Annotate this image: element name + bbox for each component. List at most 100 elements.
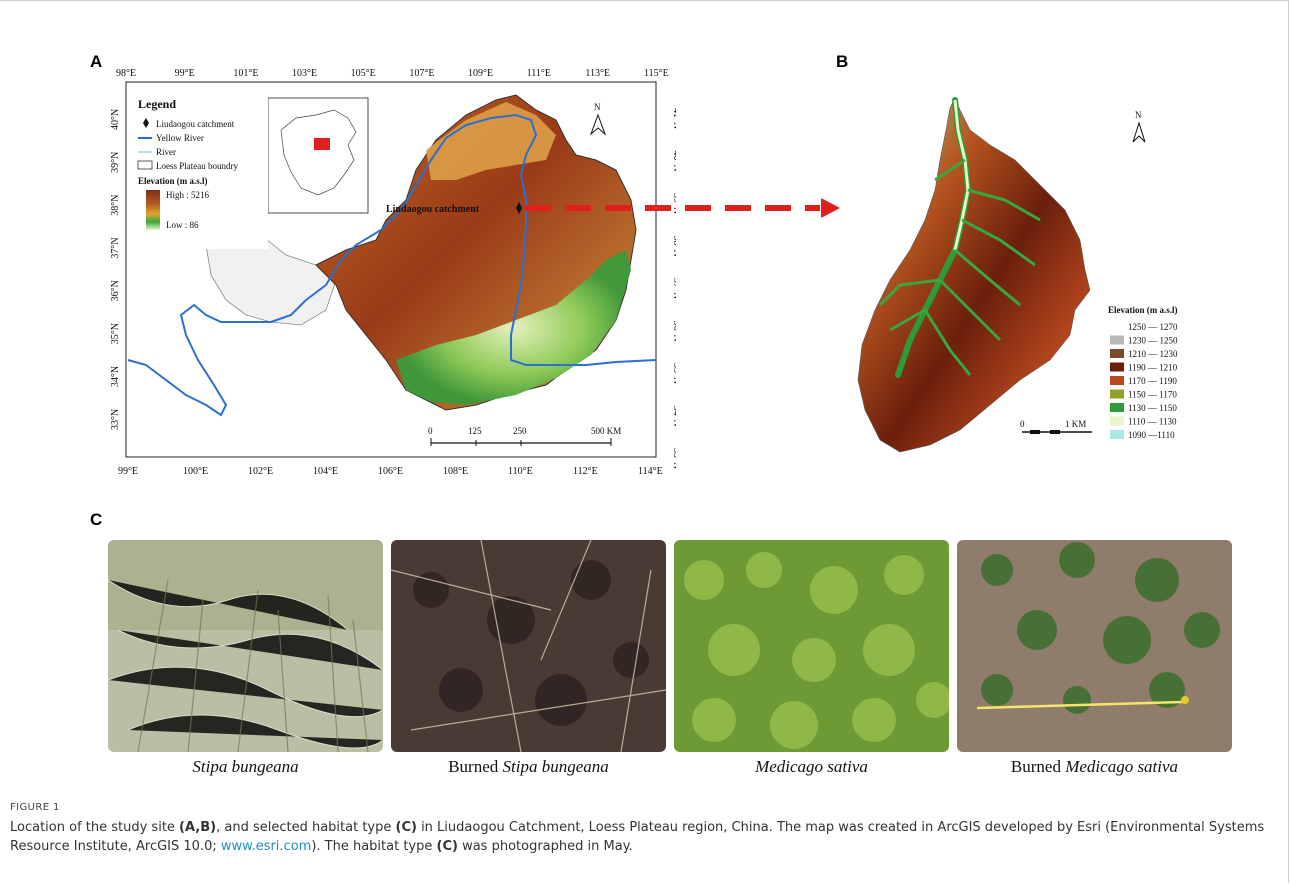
north-arrow-a	[589, 113, 607, 136]
legend-b-label: 1210 — 1230	[1128, 349, 1178, 359]
legend-b-label: 1230 — 1250	[1128, 336, 1178, 346]
bottom-lon-label: 108°E	[443, 466, 468, 477]
elevation-legend-b: 1250 — 1270 1230 — 1250 1210 — 1230 1190 — …	[1110, 322, 1178, 440]
legend-b-title: Elevation (m a.s.l)	[1108, 305, 1178, 315]
left-lat-label: 37°N	[110, 237, 121, 258]
elev-ramp	[146, 190, 160, 230]
yellow-river	[127, 113, 657, 417]
bottom-lon-label: 114°E	[638, 466, 663, 477]
bottom-lon-label: 99°E	[118, 466, 138, 477]
north-label-a: N	[594, 102, 601, 112]
figure-label: FIGURE 1	[10, 802, 60, 813]
legend-item-yellow-river: Yellow River	[156, 133, 204, 143]
svg-text:250: 250	[513, 426, 527, 436]
right-lat-label: 35°N	[671, 363, 676, 384]
legend-high: High : 5216	[166, 190, 210, 200]
right-lat-label: 34°N	[671, 406, 676, 427]
svg-text:500 KM: 500 KM	[591, 426, 621, 436]
left-lat-label: 35°N	[110, 323, 121, 344]
catchment-body	[857, 97, 1091, 453]
legend-b-swatch	[1110, 430, 1124, 439]
legend-b-swatch	[1110, 335, 1124, 345]
bottom-lon-label: 104°E	[313, 466, 338, 477]
right-lat-label: 37°N	[671, 278, 676, 299]
legend-b-label: 1190 — 1210	[1128, 363, 1178, 373]
bottom-lon-label: 112°E	[573, 466, 598, 477]
bottom-lon-label: 100°E	[183, 466, 208, 477]
legend-b-swatch	[1110, 349, 1124, 358]
catchment-elevation-map: N Elevation (m a.s.l) 1250 — 1270 1230 — …	[857, 97, 1178, 453]
loess-plateau-map: Legend Liudaogou catchment Yellow River …	[110, 68, 676, 477]
legend-low: Low : 86	[166, 220, 199, 230]
esri-link[interactable]: www.esri.com	[220, 839, 312, 854]
left-lat-label: 33°N	[110, 409, 121, 430]
right-lat-label: 33°N	[671, 448, 676, 469]
catchment-marker	[516, 202, 522, 214]
left-lat-label: 39°N	[110, 152, 121, 173]
legend-item-boundary: Loess Plateau boundry	[156, 161, 238, 171]
catchment-label: Liudaogou catchment	[386, 204, 480, 215]
top-lon-label: 109°E	[468, 68, 493, 79]
tributaries	[878, 158, 1041, 376]
legend-item-river: River	[156, 147, 176, 157]
legend-b-label: 1250 — 1270	[1128, 322, 1178, 332]
svg-text:0: 0	[428, 426, 433, 436]
legend-b-label: 1150 — 1170	[1128, 390, 1177, 400]
legend-b-label: 1130 — 1150	[1128, 403, 1177, 413]
habitat-photo-row	[108, 540, 1232, 755]
top-lon-label: 103°E	[292, 68, 317, 79]
svg-text:1 KM: 1 KM	[1065, 419, 1086, 429]
caption-burned-medicago-sativa: Burned Medicago sativa	[1010, 757, 1179, 776]
caption-medicago-sativa: Medicago sativa	[755, 757, 868, 776]
photo-stipa-bungeana	[108, 540, 383, 752]
legend-item-catchment: Liudaogou catchment	[156, 119, 235, 129]
catchment-zoom-arrow	[525, 198, 840, 218]
inset-highlight	[314, 138, 330, 150]
legend-b-swatch	[1110, 322, 1124, 331]
ordos-uplands	[426, 102, 556, 180]
right-lat-label: 41°N	[671, 108, 676, 129]
scale-bar-b: 0 1 KM	[1020, 419, 1092, 434]
top-lon-label: 98°E	[116, 68, 136, 79]
left-lat-label: 34°N	[110, 366, 121, 387]
right-lat-label: 38°N	[671, 236, 676, 257]
svg-text:0: 0	[1020, 419, 1025, 429]
panel-label-c: C	[90, 510, 103, 529]
photo-burned-stipa-bungeana	[391, 540, 666, 752]
scale-bar-a: 0 125 250 500 KM	[428, 426, 621, 446]
legend-b-label: 1170 — 1190	[1128, 376, 1177, 386]
left-lat-label: 40°N	[110, 109, 121, 130]
legend-b-swatch	[1110, 416, 1124, 426]
legend-b-swatch	[1110, 389, 1124, 399]
top-lon-label: 113°E	[585, 68, 610, 79]
svg-text:125: 125	[468, 426, 482, 436]
map-a-graticule: 98°E 99°E 101°E 103°E 105°E 107°E 109°E 111°E 11…	[110, 68, 676, 477]
top-lon-label: 107°E	[409, 68, 434, 79]
top-lon-label: 115°E	[644, 68, 669, 79]
legend-elev-title: Elevation (m a.s.l)	[138, 176, 208, 186]
right-lat-label: 40°N	[671, 151, 676, 172]
left-lat-label: 36°N	[110, 280, 121, 301]
legend-title: Legend	[138, 97, 176, 111]
figure-caption: Location of the study site (A,B), and se…	[10, 820, 1265, 854]
bottom-lon-label: 106°E	[378, 466, 403, 477]
north-label-b: N	[1135, 110, 1142, 120]
photo-medicago-sativa	[674, 540, 949, 752]
panel-label-b: B	[836, 52, 849, 71]
photo-burned-medicago-sativa	[957, 540, 1232, 752]
top-lon-label: 99°E	[175, 68, 195, 79]
north-arrow-b	[1132, 121, 1146, 143]
bottom-lon-label: 102°E	[248, 466, 273, 477]
legend-b-label: 1090 —1110	[1128, 430, 1175, 440]
legend-b-swatch	[1110, 376, 1124, 385]
caption-burned-stipa-bungeana: Burned Stipa bungeana	[448, 757, 609, 776]
panel-label-a: A	[90, 52, 103, 71]
left-lat-label: 38°N	[110, 194, 121, 215]
top-lon-label: 105°E	[351, 68, 376, 79]
legend-b-label: 1110 — 1130	[1128, 417, 1177, 427]
caption-stipa-bungeana: Stipa bungeana	[192, 757, 299, 776]
top-lon-label: 111°E	[527, 68, 551, 79]
right-lat-label: 36°N	[671, 321, 676, 342]
right-lat-label: 39°N	[671, 193, 676, 214]
